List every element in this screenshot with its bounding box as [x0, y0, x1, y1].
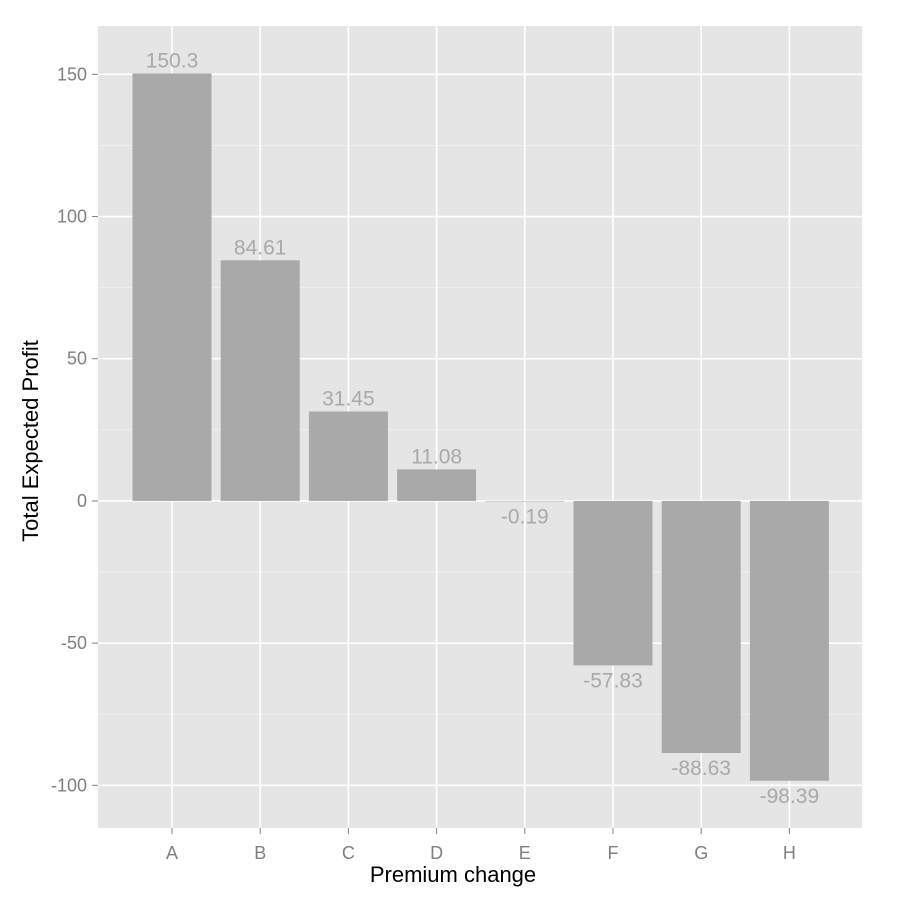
y-tick-label: 100	[57, 207, 87, 227]
x-tick-label: C	[342, 843, 355, 863]
x-tick-label: B	[254, 843, 266, 863]
axes: -100 -50 0 50 100 150 A B C D E F G H	[51, 64, 796, 863]
x-tick-label: G	[694, 843, 708, 863]
x-tick-label: A	[166, 843, 178, 863]
bar-b	[220, 260, 300, 501]
bar-g	[661, 500, 741, 754]
y-tick-label: -100	[51, 775, 87, 795]
x-tick-label: E	[519, 843, 531, 863]
bar-e	[485, 500, 565, 502]
data-label-f: -57.83	[583, 669, 643, 692]
data-label-b: 84.61	[234, 236, 287, 259]
y-tick-label: 150	[57, 64, 87, 84]
bars	[132, 73, 829, 781]
data-label-d: 11.08	[411, 445, 462, 468]
bar-f	[573, 500, 653, 666]
x-axis-title: Premium change	[370, 862, 536, 887]
bar-d	[397, 469, 477, 501]
y-tick-label: 0	[77, 491, 87, 511]
y-tick-label: -50	[61, 633, 87, 653]
x-tick-label: H	[783, 843, 796, 863]
bar-c	[308, 411, 388, 501]
data-labels: 150.3 84.61 31.45 11.08 -0.19 -57.83 -88.63 -98…	[146, 49, 819, 807]
bar-h	[749, 500, 829, 781]
data-label-g: -88.63	[671, 757, 731, 780]
data-label-h: -98.39	[760, 785, 820, 808]
x-tick-label: D	[430, 843, 443, 863]
data-label-a: 150.3	[146, 49, 199, 72]
x-tick-label: F	[608, 843, 619, 863]
bar-a	[132, 73, 212, 501]
data-label-c: 31.45	[322, 388, 375, 411]
y-axis-title: Total Expected Profit	[18, 340, 43, 542]
data-label-e: -0.19	[501, 505, 549, 528]
y-tick-label: 50	[67, 349, 87, 369]
plot-panel	[98, 26, 862, 828]
